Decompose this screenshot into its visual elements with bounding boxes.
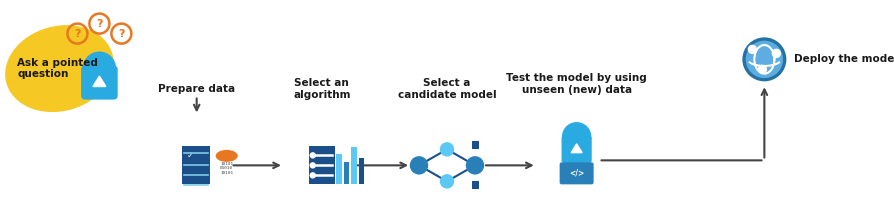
Circle shape [467, 157, 484, 174]
Circle shape [758, 65, 766, 73]
Ellipse shape [215, 150, 238, 162]
Circle shape [310, 163, 316, 168]
Circle shape [748, 45, 756, 53]
Circle shape [410, 157, 427, 174]
Polygon shape [571, 144, 582, 153]
FancyBboxPatch shape [358, 158, 364, 184]
Text: Ask a pointed
question: Ask a pointed question [17, 58, 98, 80]
Text: ✓: ✓ [187, 151, 194, 160]
Circle shape [441, 143, 453, 156]
FancyBboxPatch shape [308, 146, 335, 184]
FancyBboxPatch shape [81, 66, 118, 100]
Text: 10101
01010
10101: 10101 01010 10101 [220, 162, 233, 175]
Text: Deploy the model: Deploy the model [795, 54, 894, 64]
Circle shape [772, 49, 780, 57]
Circle shape [310, 153, 316, 158]
FancyBboxPatch shape [471, 181, 478, 189]
FancyBboxPatch shape [560, 162, 594, 184]
Text: ?: ? [74, 29, 80, 39]
Text: Select a
candidate model: Select a candidate model [398, 78, 496, 100]
Ellipse shape [5, 25, 114, 112]
Circle shape [746, 41, 783, 78]
FancyBboxPatch shape [561, 135, 592, 163]
Text: ?: ? [97, 19, 103, 29]
Text: </>: </> [569, 169, 585, 178]
Text: Select an
algorithm: Select an algorithm [293, 78, 350, 100]
FancyBboxPatch shape [336, 153, 342, 184]
Circle shape [310, 173, 316, 178]
Text: ?: ? [118, 29, 124, 39]
FancyBboxPatch shape [471, 141, 478, 149]
FancyBboxPatch shape [343, 162, 350, 184]
FancyBboxPatch shape [181, 146, 210, 184]
Circle shape [441, 175, 453, 188]
Circle shape [83, 52, 115, 84]
Text: Test the model by using
unseen (new) data: Test the model by using unseen (new) dat… [506, 73, 647, 95]
Circle shape [562, 123, 591, 151]
Text: Prepare data: Prepare data [158, 84, 235, 94]
Circle shape [742, 37, 787, 81]
Polygon shape [93, 76, 105, 86]
FancyBboxPatch shape [351, 147, 357, 184]
